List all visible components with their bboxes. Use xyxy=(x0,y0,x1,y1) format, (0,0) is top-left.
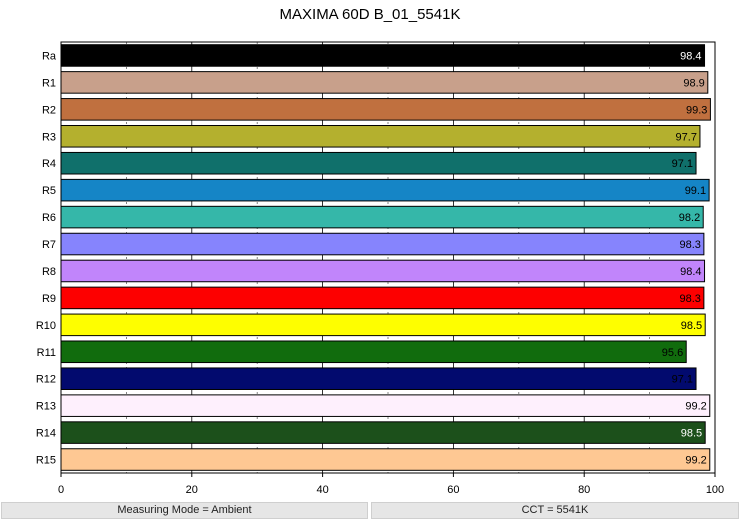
category-label-r4: R4 xyxy=(42,158,56,170)
bar-r7 xyxy=(60,232,705,256)
value-label-r6: 98.2 xyxy=(679,212,700,224)
value-label-r11: 95.6 xyxy=(662,347,683,359)
value-label-r3: 97.7 xyxy=(676,131,697,143)
bar-r3 xyxy=(60,125,701,148)
value-label-r10: 98.5 xyxy=(681,320,702,332)
category-label-r11: R11 xyxy=(37,347,56,359)
value-label-r8: 98.4 xyxy=(680,266,701,278)
value-label-r7: 98.3 xyxy=(679,239,700,251)
category-label-r12: R12 xyxy=(36,374,56,386)
bar-r10 xyxy=(60,313,706,337)
cct-label: CCT = 5541K xyxy=(371,502,739,519)
category-label-r3: R3 xyxy=(42,131,56,143)
measuring-mode-label: Measuring Mode = Ambient xyxy=(1,502,368,519)
category-label-ra: Ra xyxy=(42,50,57,62)
x-tick-label: 20 xyxy=(186,484,198,496)
x-tick-label: 80 xyxy=(578,484,590,496)
bar-r5 xyxy=(60,178,710,202)
x-tick-label: 100 xyxy=(706,484,724,496)
value-label-r2: 99.3 xyxy=(686,104,707,116)
bar-r9 xyxy=(60,286,705,310)
bar-r11 xyxy=(60,340,687,364)
bar-r2 xyxy=(60,98,711,121)
category-label-r5: R5 xyxy=(42,185,56,197)
bar-r12 xyxy=(60,367,697,390)
category-label-r14: R14 xyxy=(36,428,56,440)
bar-r8 xyxy=(60,259,706,283)
category-label-r6: R6 xyxy=(42,212,56,224)
value-label-r5: 99.1 xyxy=(685,185,706,197)
x-tick-label: 60 xyxy=(447,484,459,496)
x-tick-label: 0 xyxy=(58,484,64,496)
value-label-r4: 97.1 xyxy=(672,158,693,170)
bar-ra xyxy=(60,44,706,67)
category-label-r2: R2 xyxy=(42,104,56,116)
bar-r13 xyxy=(60,394,711,417)
category-label-r13: R13 xyxy=(36,401,56,413)
value-label-r9: 98.3 xyxy=(679,293,700,305)
category-label-r9: R9 xyxy=(42,293,56,305)
value-label-ra: 98.4 xyxy=(680,50,701,62)
category-label-r10: R10 xyxy=(36,320,56,332)
bar-r1 xyxy=(60,71,709,94)
category-label-r7: R7 xyxy=(42,239,56,251)
bar-r4 xyxy=(60,151,697,175)
value-label-r14: 98.5 xyxy=(681,428,702,440)
x-tick-label: 40 xyxy=(316,484,328,496)
bar-r14 xyxy=(60,421,706,444)
value-label-r1: 98.9 xyxy=(683,77,704,89)
bar-r15 xyxy=(60,448,711,471)
value-label-r13: 99.2 xyxy=(685,401,706,413)
value-label-r12: 97.1 xyxy=(672,374,693,386)
category-label-r15: R15 xyxy=(36,455,56,467)
category-label-r8: R8 xyxy=(42,266,56,278)
bar-r6 xyxy=(60,205,704,229)
chart-title: MAXIMA 60D B_01_5541K xyxy=(279,6,461,23)
value-label-r15: 99.2 xyxy=(685,455,706,467)
plot-frame xyxy=(60,41,716,474)
category-label-r1: R1 xyxy=(42,77,56,89)
